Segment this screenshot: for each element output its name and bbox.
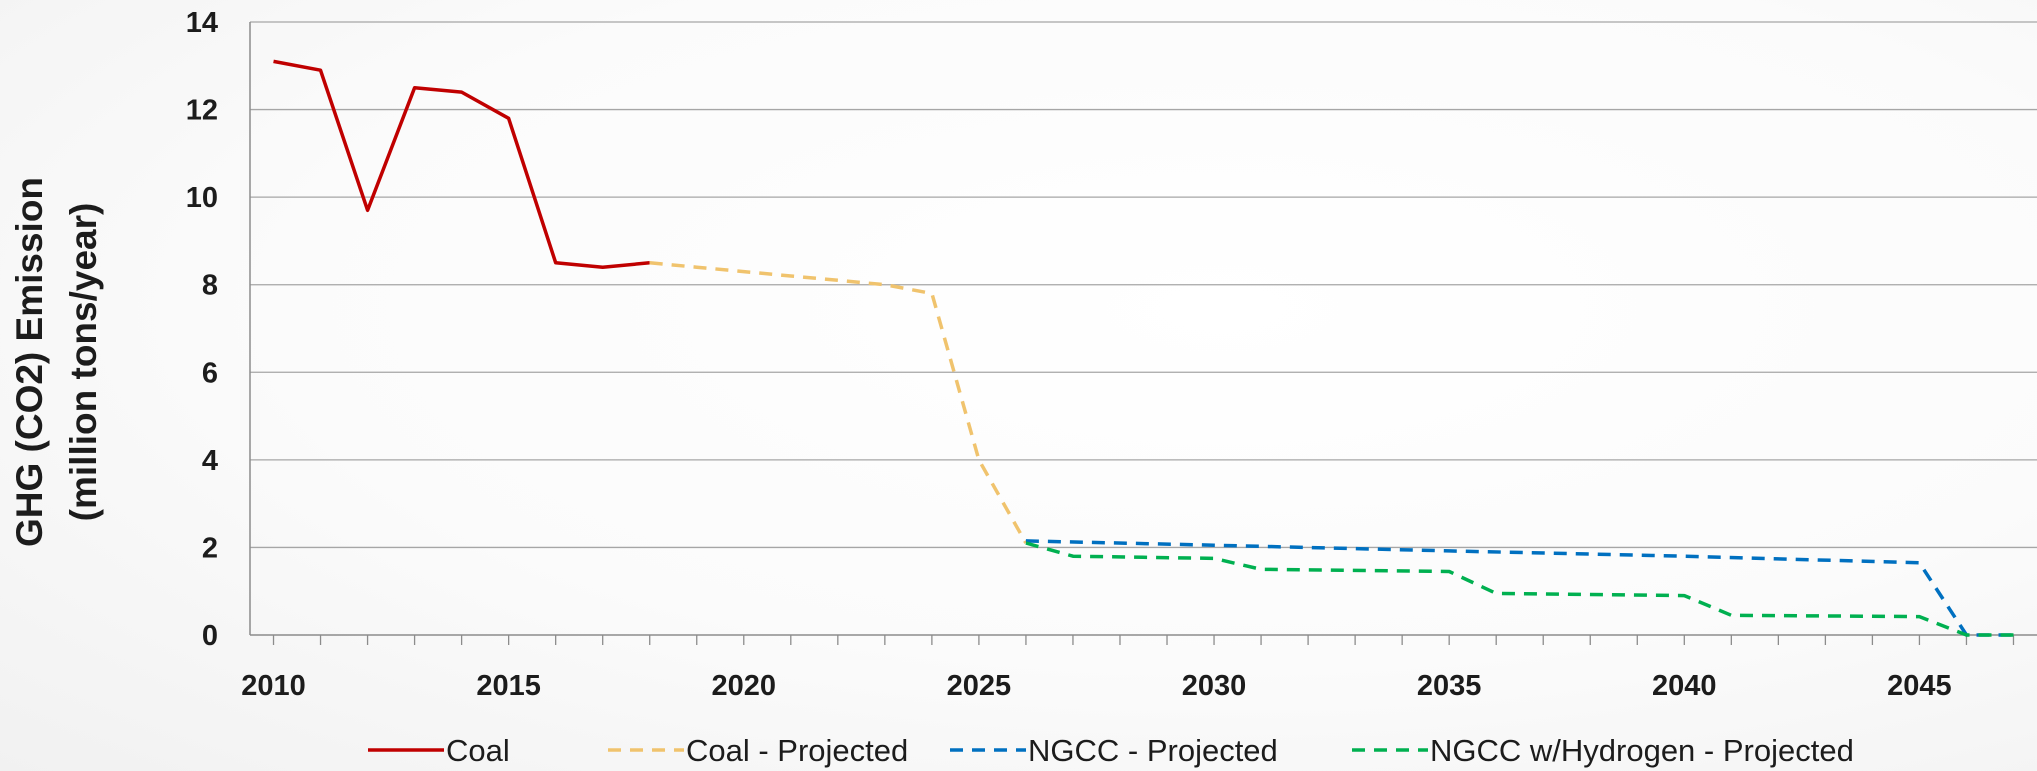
series-line-2: [649, 261, 1028, 544]
y-axis-title-line1: GHG (CO2) Emission: [9, 177, 50, 547]
legend-label-2: Coal - Projected: [686, 733, 908, 768]
y-tick-label: 6: [202, 357, 218, 389]
y-tick-label: 14: [186, 7, 218, 39]
x-tick-label: 2015: [476, 670, 541, 702]
y-tick-label: 4: [202, 445, 218, 477]
legend-label-1: Coal: [446, 733, 510, 768]
y-tick-label: 0: [202, 620, 218, 652]
y-tick-label: 12: [186, 95, 218, 127]
y-tick-label: 2: [202, 532, 218, 564]
x-tick-label: 2030: [1182, 670, 1247, 702]
y-axis-title-line2: (million tons/year): [63, 203, 104, 522]
legend-label-4: NGCC w/Hydrogen - Projected: [1430, 733, 1854, 768]
legend: Coal Coal - Projected NGCC - Projected NGCC…: [368, 733, 1854, 768]
y-tick-label: 8: [202, 270, 218, 302]
legend-label-3: NGCC - Projected: [1028, 733, 1278, 768]
series-line-3: [1025, 539, 2014, 637]
x-tick-label: 2045: [1887, 670, 1952, 702]
x-tick-label: 2040: [1652, 670, 1717, 702]
gridlines: [250, 21, 2037, 549]
y-axis: 0 2 4 6 8 10 12 14: [186, 7, 251, 652]
series-lines: [273, 59, 2014, 637]
y-tick-label: 10: [186, 182, 218, 214]
series-line-4: [1025, 541, 2014, 637]
x-tick-label: 2025: [947, 670, 1012, 702]
series-line-1: [273, 59, 650, 269]
x-tick-label: 2035: [1417, 670, 1482, 702]
x-tick-label: 2020: [712, 670, 777, 702]
x-axis: 2010 2015 2020 2025 2030 2035 2040 2045: [241, 634, 2037, 702]
x-tick-label: 2010: [241, 670, 306, 702]
